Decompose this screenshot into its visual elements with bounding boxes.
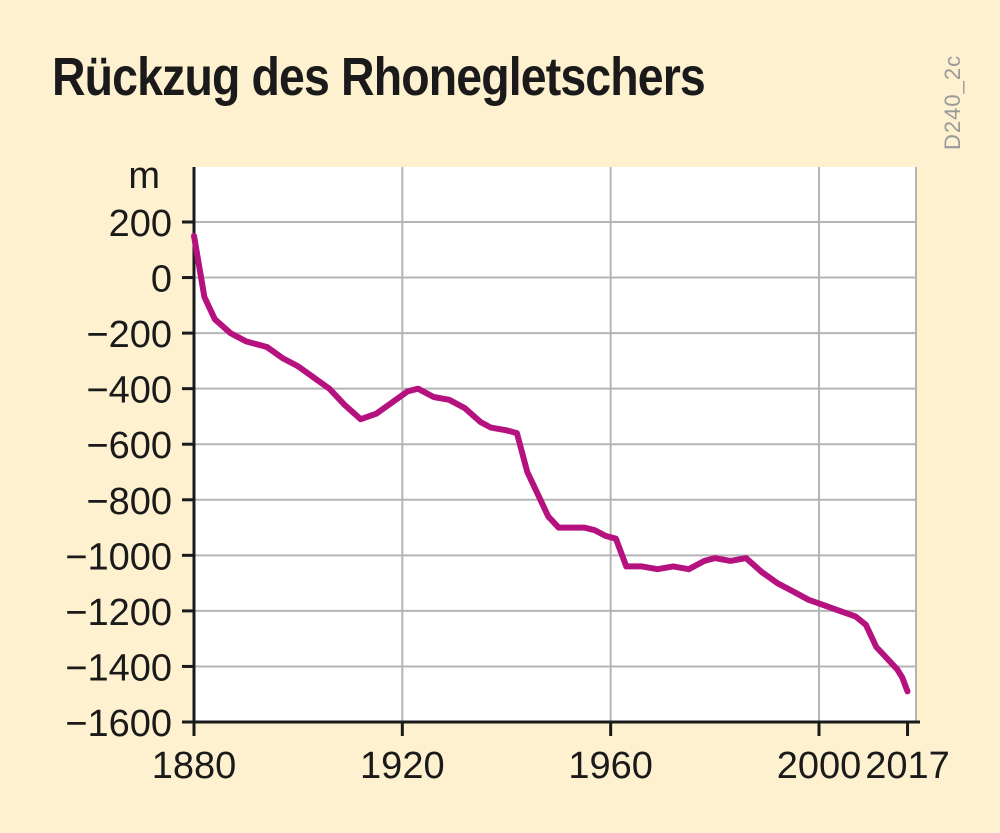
- y-tick-label--400: −400: [86, 370, 172, 412]
- x-tick-label-2017: 2017: [865, 745, 950, 787]
- x-tick-label-1960: 1960: [568, 745, 653, 787]
- y-tick-label--600: −600: [86, 425, 172, 467]
- y-tick-label--1200: −1200: [65, 592, 172, 634]
- y-tick-label--1600: −1600: [65, 703, 172, 745]
- series-line-0: [191, 232, 911, 695]
- chart-title: Rückzug des Rhonegletschers: [52, 47, 706, 107]
- series-group: [191, 232, 911, 695]
- y-tick-label-200: 200: [109, 203, 172, 245]
- x-tick-label-1880: 1880: [152, 745, 237, 787]
- y-tick-label--1400: −1400: [65, 647, 172, 689]
- horizontal-gridlines: [194, 221, 916, 668]
- y-tick-label--200: −200: [86, 314, 172, 356]
- y-tick-label-0: 0: [151, 259, 172, 301]
- y-tick-label--1000: −1000: [65, 536, 172, 578]
- x-tick-labels: 1880 1920 1960 2000 2017: [152, 745, 950, 787]
- x-tick-label-1920: 1920: [360, 745, 445, 787]
- x-tick-label-2000: 2000: [777, 745, 862, 787]
- y-tick-labels: 200 0 −200 −400 −600 −800 −1000 −1200 −1400 −1600: [65, 203, 172, 745]
- y-axis-unit: m: [128, 155, 160, 197]
- axes: [182, 167, 920, 736]
- y-tick-label--800: −800: [86, 481, 172, 523]
